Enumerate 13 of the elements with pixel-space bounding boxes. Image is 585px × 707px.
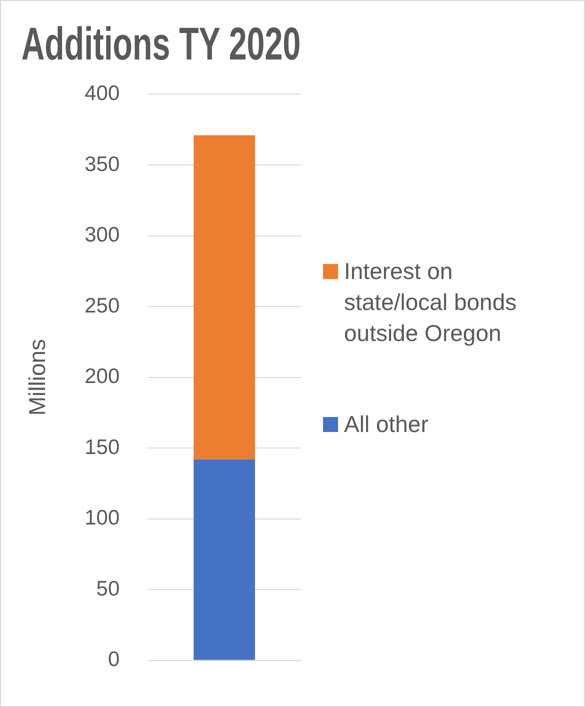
y-tick-label: 350 [84,152,120,176]
y-tick-label: 250 [84,294,120,318]
y-tick-label: 300 [84,224,120,247]
y-axis-title: Millions [24,338,50,416]
y-tick-label: 100 [84,506,120,530]
legend-label: All other [344,410,428,439]
y-tick-label: 200 [84,365,120,388]
chart-title: Additions TY 2020 [21,18,301,70]
y-tick-label: 400 [84,82,120,105]
y-tick-label: 0 [108,648,120,672]
y-tick-label: 150 [84,436,120,459]
y-tick-label: 50 [96,577,120,600]
legend-label: Interest on state/local bonds outside Oregon [344,257,518,348]
